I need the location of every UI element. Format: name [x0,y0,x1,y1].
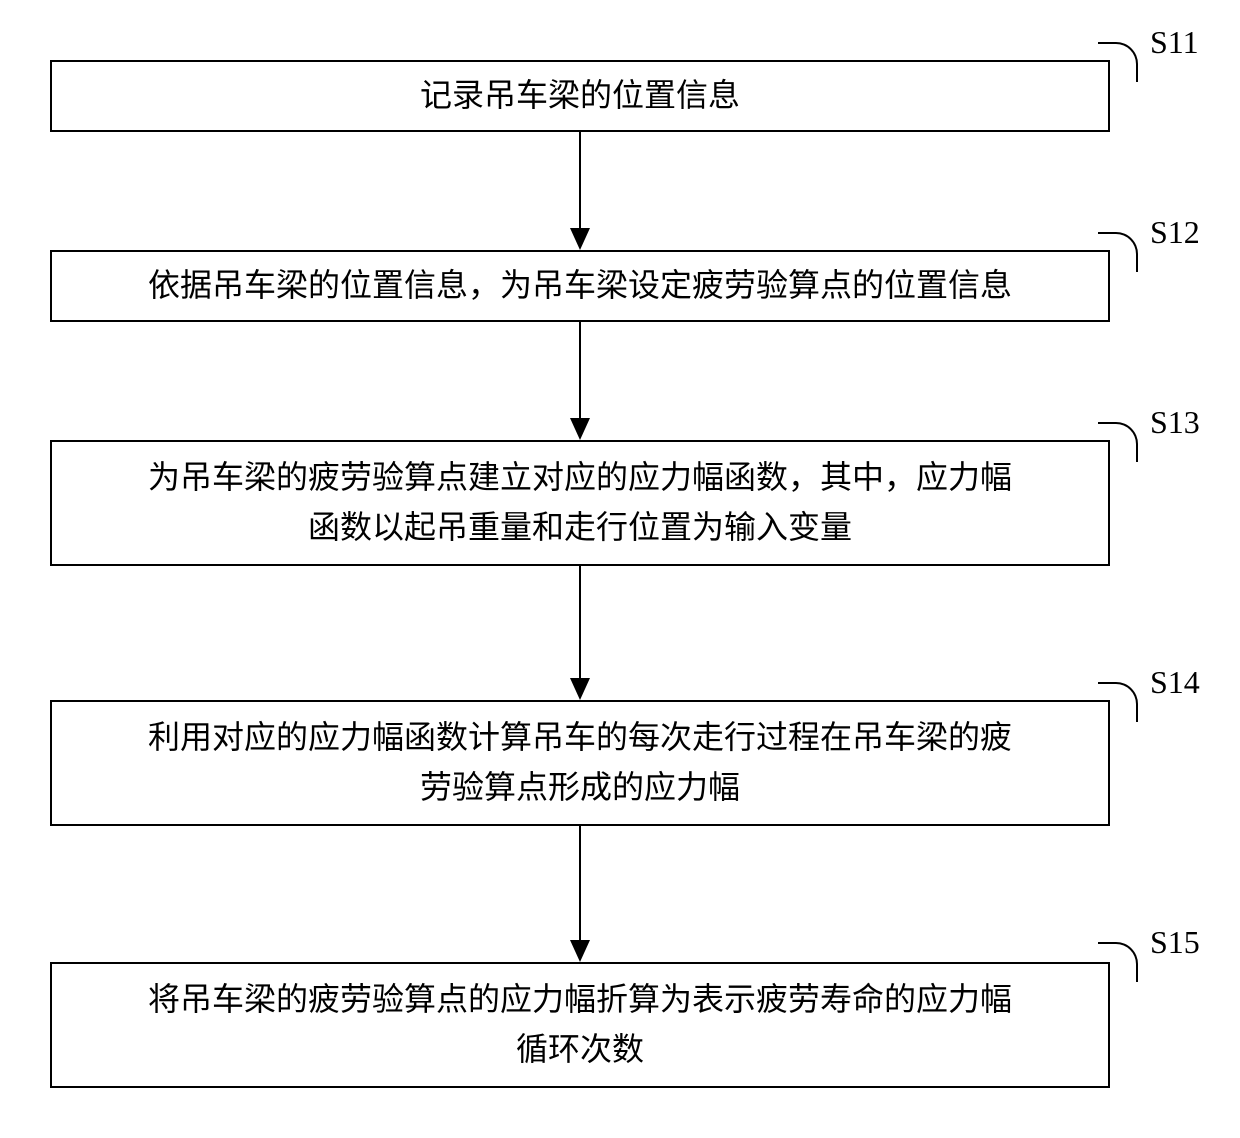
arrows-layer [0,0,1240,1138]
flowchart-canvas: 记录吊车梁的位置信息 依据吊车梁的位置信息，为吊车梁设定疲劳验算点的位置信息 为… [0,0,1240,1138]
